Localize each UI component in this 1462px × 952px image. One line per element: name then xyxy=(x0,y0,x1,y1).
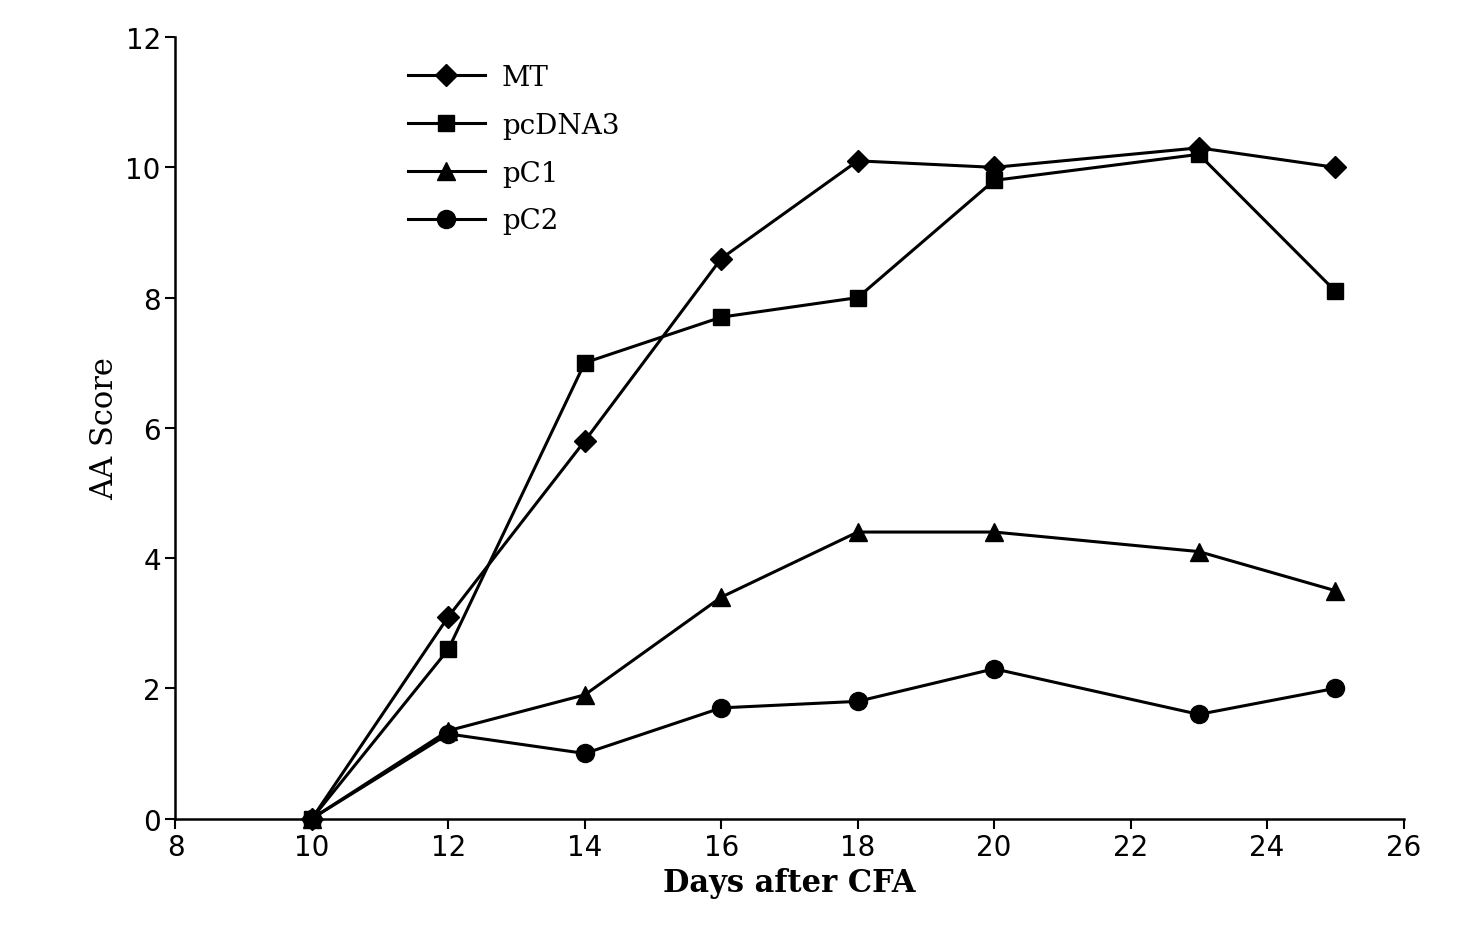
pC1 xyxy=(712,592,730,604)
Line: pC1: pC1 xyxy=(303,524,1345,827)
pcDNA3 xyxy=(1190,149,1208,161)
Y-axis label: AA Score: AA Score xyxy=(89,357,120,500)
pcDNA3 xyxy=(849,292,867,304)
pcDNA3 xyxy=(576,358,594,369)
pC1 xyxy=(985,526,1003,538)
pcDNA3 xyxy=(1326,287,1344,298)
Line: MT: MT xyxy=(304,141,1344,826)
pcDNA3 xyxy=(440,644,458,655)
X-axis label: Days after CFA: Days after CFA xyxy=(664,867,915,898)
MT xyxy=(303,813,320,824)
Legend: MT, pcDNA3, pC1, pC2: MT, pcDNA3, pC1, pC2 xyxy=(396,53,630,247)
pC1 xyxy=(1326,585,1344,597)
pC2 xyxy=(849,696,867,707)
pcDNA3 xyxy=(712,312,730,324)
pC1 xyxy=(576,689,594,701)
pC1 xyxy=(303,813,320,824)
pC2 xyxy=(303,813,320,824)
Line: pcDNA3: pcDNA3 xyxy=(304,148,1344,826)
MT xyxy=(1326,163,1344,174)
pC2 xyxy=(440,728,458,740)
Line: pC2: pC2 xyxy=(303,660,1345,827)
pC2 xyxy=(712,703,730,714)
pC2 xyxy=(985,664,1003,675)
MT xyxy=(576,436,594,447)
MT xyxy=(1190,143,1208,154)
pC1 xyxy=(440,725,458,737)
pcDNA3 xyxy=(985,175,1003,187)
pC2 xyxy=(1326,683,1344,694)
pcDNA3 xyxy=(303,813,320,824)
pC1 xyxy=(1190,546,1208,558)
MT xyxy=(712,253,730,265)
MT xyxy=(849,156,867,168)
pC1 xyxy=(849,526,867,538)
MT xyxy=(440,611,458,623)
pC2 xyxy=(576,748,594,760)
MT xyxy=(985,163,1003,174)
pC2 xyxy=(1190,709,1208,721)
